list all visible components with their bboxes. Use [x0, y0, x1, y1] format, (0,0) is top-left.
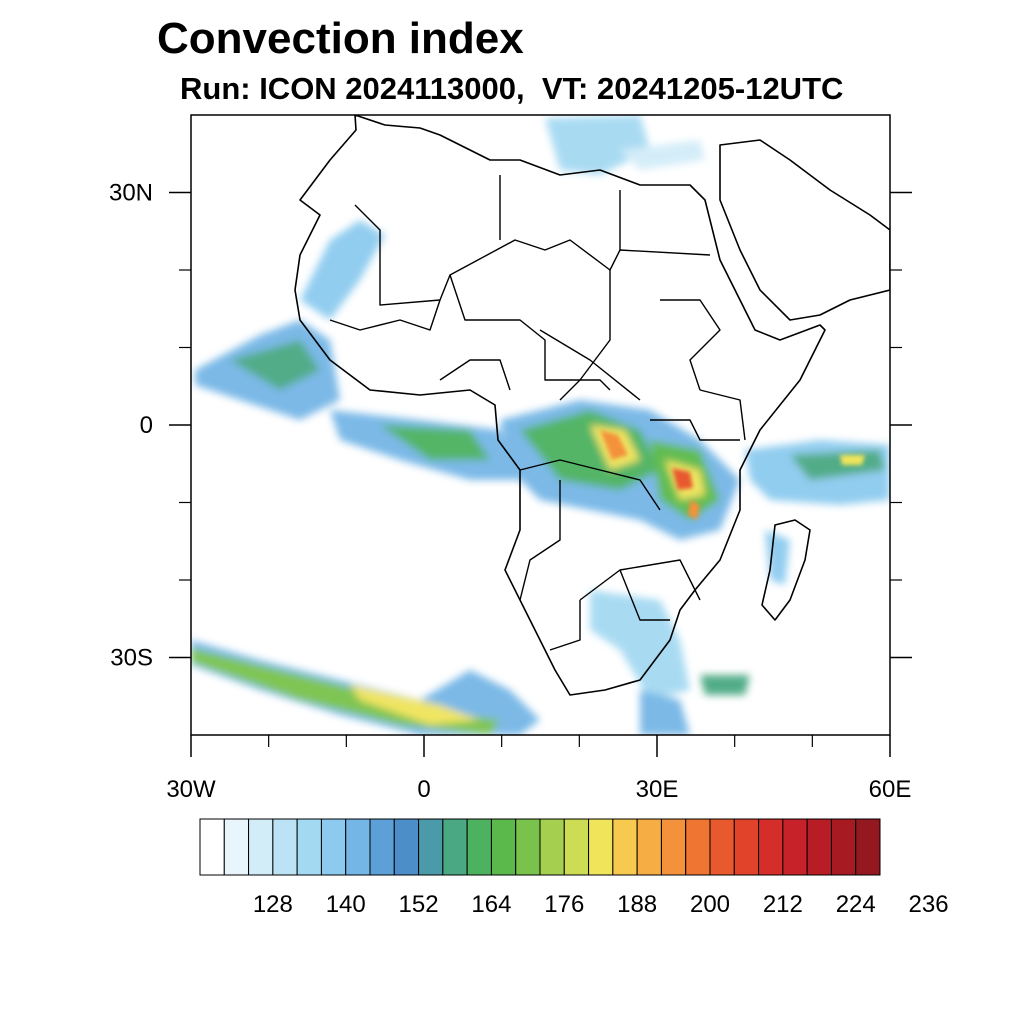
colorbar-swatch: [418, 818, 444, 876]
colorbar-label: 200: [690, 891, 730, 918]
axis-ticks: [169, 191, 912, 757]
colorbar-label: 236: [909, 891, 949, 918]
y-tick-label: 30N: [109, 180, 153, 207]
colorbar-swatch: [563, 818, 590, 876]
colorbar-swatch: [709, 818, 735, 876]
colorbar-label: 140: [326, 891, 366, 918]
axis-labels: 30W 0 30E 60E 30N 0 30S: [109, 180, 911, 804]
colorbar-label: 164: [471, 891, 511, 918]
chart-title: Convection index: [157, 14, 524, 63]
colorbar-swatch: [685, 818, 711, 876]
colorbar-swatch: [490, 818, 517, 876]
colorbar-swatch: [806, 818, 832, 876]
colorbar-swatch: [782, 818, 808, 876]
colorbar-swatch: [442, 818, 468, 876]
colorbar-swatch: [733, 818, 760, 876]
x-tick-label: 60E: [869, 776, 912, 803]
x-tick-label: 0: [417, 776, 430, 803]
coastlines: [294, 115, 890, 696]
y-tick-label: 0: [140, 412, 153, 439]
colorbar-swatch: [296, 818, 322, 876]
colorbar-swatch: [272, 818, 298, 876]
colorbar-swatch: [320, 818, 347, 876]
colorbar-swatch: [855, 818, 881, 876]
country-borders: [329, 175, 746, 651]
colorbar-swatch: [830, 818, 857, 876]
colorbar-swatch: [758, 818, 784, 876]
colorbar-swatch: [199, 818, 225, 876]
colorbar: 128 140 152 164 176 188 200 212 224 236: [199, 818, 949, 918]
colorbar-label: 224: [836, 891, 876, 918]
colorbar-swatch: [588, 818, 614, 876]
colorbar-swatch: [223, 818, 250, 876]
colorbar-swatch: [539, 818, 565, 876]
colorbar-swatch: [345, 818, 371, 876]
x-tick-label: 30E: [636, 776, 679, 803]
colorbar-label: 128: [253, 891, 293, 918]
colorbar-swatch: [393, 818, 420, 876]
x-tick-label: 30W: [166, 776, 216, 803]
colorbar-swatch: [369, 818, 395, 876]
colorbar-swatch: [660, 818, 687, 876]
colorbar-swatch: [466, 818, 492, 876]
colorbar-label: 152: [399, 891, 439, 918]
colorbar-label: 188: [617, 891, 657, 918]
colorbar-label: 176: [544, 891, 584, 918]
colorbar-swatch: [612, 818, 638, 876]
colorbar-swatch: [248, 818, 274, 876]
colorbar-swatch: [636, 818, 662, 876]
convection-field: [191, 115, 890, 735]
colorbar-label: 212: [763, 891, 803, 918]
chart-subtitle: Run: ICON 2024113000, VT: 20241205-12UTC: [180, 71, 844, 106]
y-tick-label: 30S: [110, 645, 153, 672]
colorbar-swatch: [515, 818, 541, 876]
